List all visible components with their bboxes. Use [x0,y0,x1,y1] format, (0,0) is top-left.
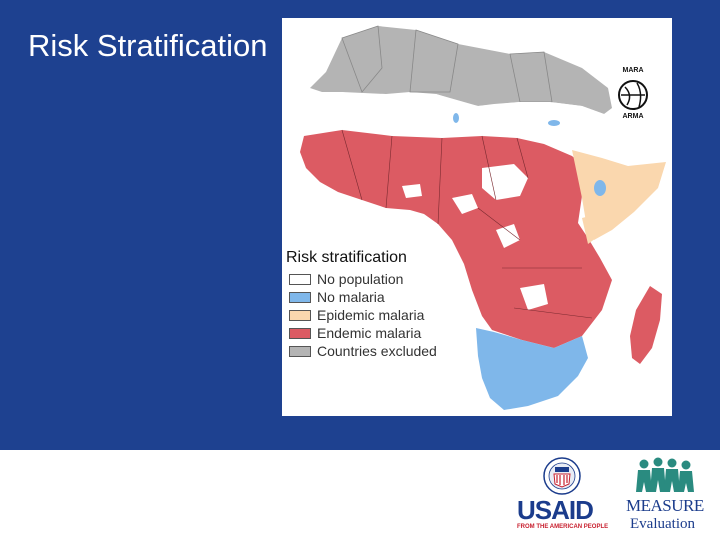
risk-map: MARA ARMA Risk stratification No populat… [282,18,672,416]
slide-title: Risk Stratification [28,28,268,63]
mara-arma-logo: MARA ARMA [615,65,651,125]
legend-label: Epidemic malaria [317,307,425,323]
legend-swatch [289,345,311,357]
legend-label: No malaria [317,289,385,305]
legend-item-no-population: No population [286,270,486,288]
legend-title: Risk stratification [286,249,407,266]
legend-item-countries-excluded: Countries excluded [286,342,486,360]
usaid-seal-icon [543,457,581,495]
usaid-wordmark: USAID [517,495,594,525]
no-population-sahara [298,92,604,142]
legend-swatch [289,309,311,321]
madagascar [630,286,662,364]
legend-swatch [289,273,311,285]
usaid-logo: USAID FROM THE AMERICAN PEOPLE [512,456,612,532]
measure-evaluation-logo: MEASURE Evaluation [622,456,716,536]
legend-swatch [289,327,311,339]
globe-icon [618,80,648,110]
legend-item-epidemic-malaria: Epidemic malaria [286,306,486,324]
legend-item-endemic-malaria: Endemic malaria [286,324,486,342]
africa-map-graphic [282,18,672,416]
no-malaria-south [476,328,588,410]
legend-swatch [289,291,311,303]
people-icon [636,457,694,492]
legend-label: Countries excluded [317,343,437,359]
measure-wordmark: MEASURE [626,496,704,515]
excluded-north [310,26,612,114]
legend-label: Endemic malaria [317,325,422,341]
legend-item-no-malaria: No malaria [286,288,486,306]
legend-label: No population [317,271,404,287]
map-legend: Risk stratification No population No mal… [286,248,486,360]
measure-subtitle: Evaluation [630,516,695,532]
usaid-tagline: FROM THE AMERICAN PEOPLE [517,524,609,530]
mara-logo-top: MARA [622,67,644,74]
mara-logo-bottom: ARMA [622,113,644,120]
